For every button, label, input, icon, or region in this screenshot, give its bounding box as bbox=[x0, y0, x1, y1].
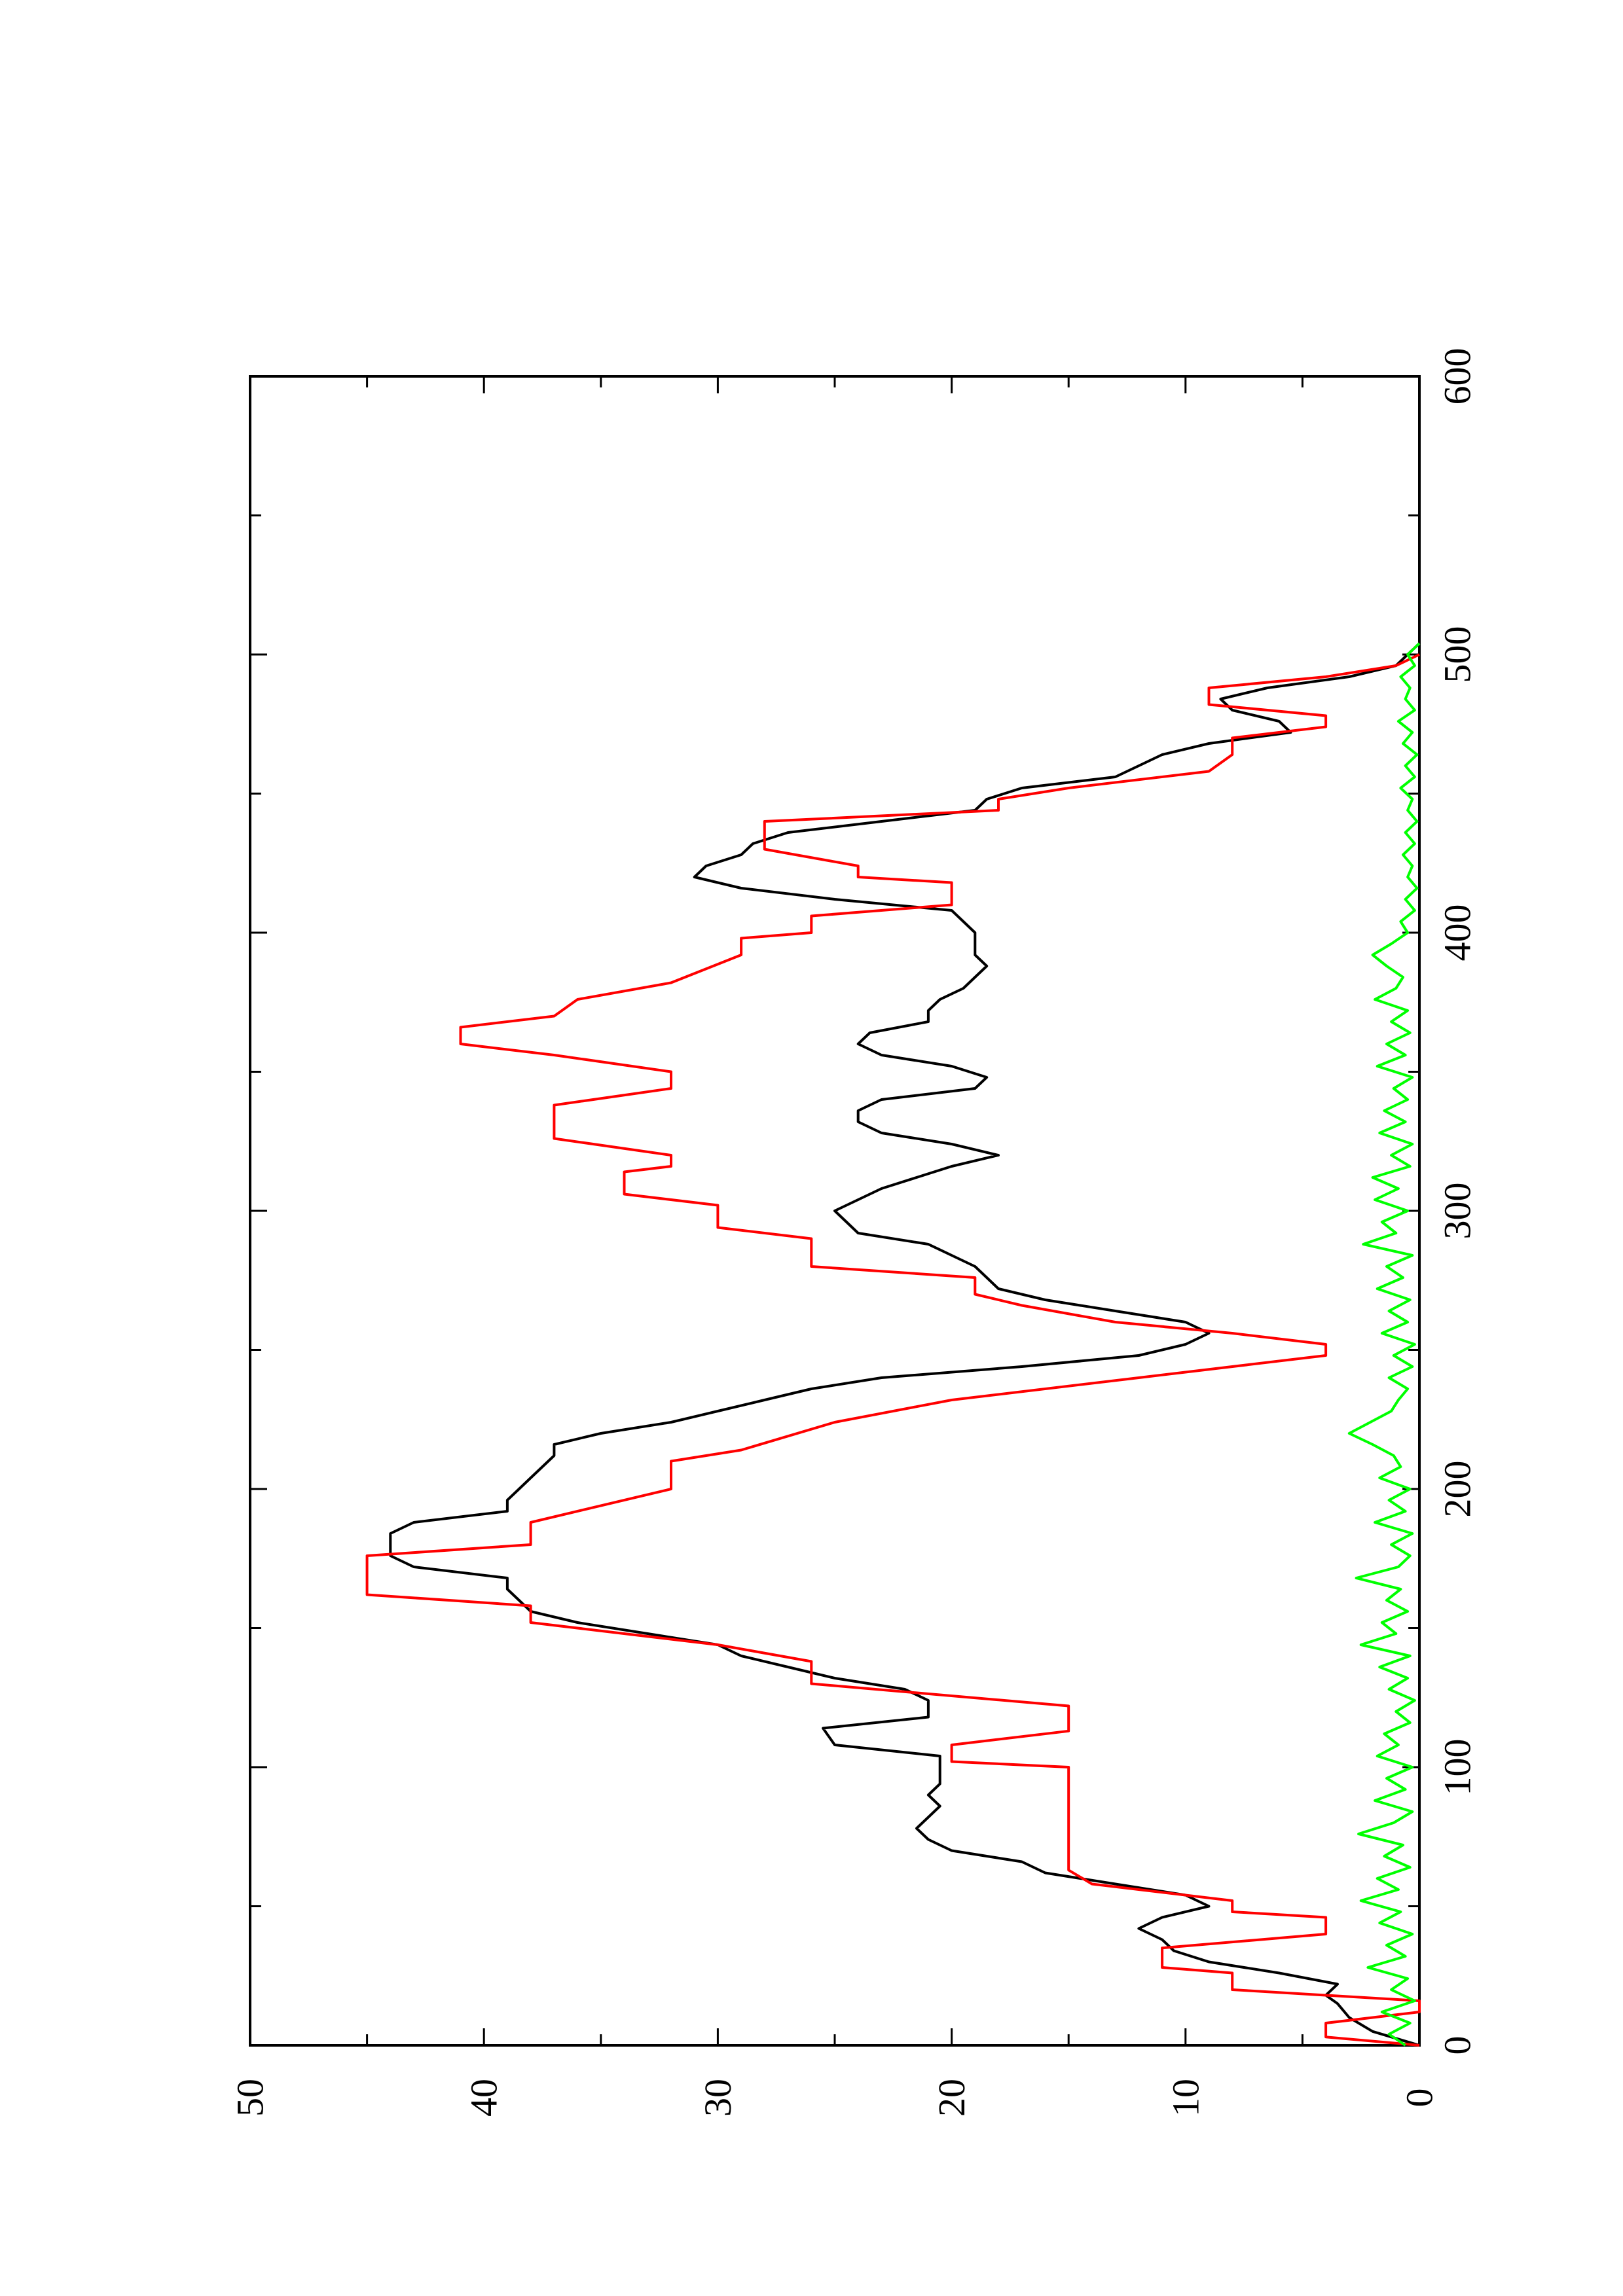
y-tick-label: 20 bbox=[930, 2079, 973, 2117]
x-tick-label: 400 bbox=[1436, 905, 1479, 961]
series-layer bbox=[365, 642, 1421, 2047]
y-tick-label: 40 bbox=[463, 2079, 505, 2117]
y-tick-label: 50 bbox=[229, 2079, 272, 2117]
series-line-2 bbox=[365, 653, 1421, 2047]
x-tick-label: 200 bbox=[1436, 1461, 1479, 1518]
x-tick-label: 300 bbox=[1436, 1183, 1479, 1240]
y-tick-label: 0 bbox=[1398, 2089, 1441, 2108]
tick-marks bbox=[249, 375, 1421, 2047]
y-tick-label: 10 bbox=[1164, 2079, 1207, 2117]
series-line-1 bbox=[389, 642, 1421, 2047]
x-tick-label: 500 bbox=[1436, 626, 1479, 683]
x-tick-label: 600 bbox=[1436, 348, 1479, 405]
x-tick-label: 0 bbox=[1436, 2036, 1479, 2055]
y-tick-label: 30 bbox=[697, 2079, 739, 2117]
x-tick-label: 100 bbox=[1436, 1739, 1479, 1796]
tick-labels: 0 100 200 300 400 500 600 0 10 20 30 40 50 bbox=[229, 348, 1479, 2117]
series-line-3 bbox=[1347, 642, 1421, 2047]
